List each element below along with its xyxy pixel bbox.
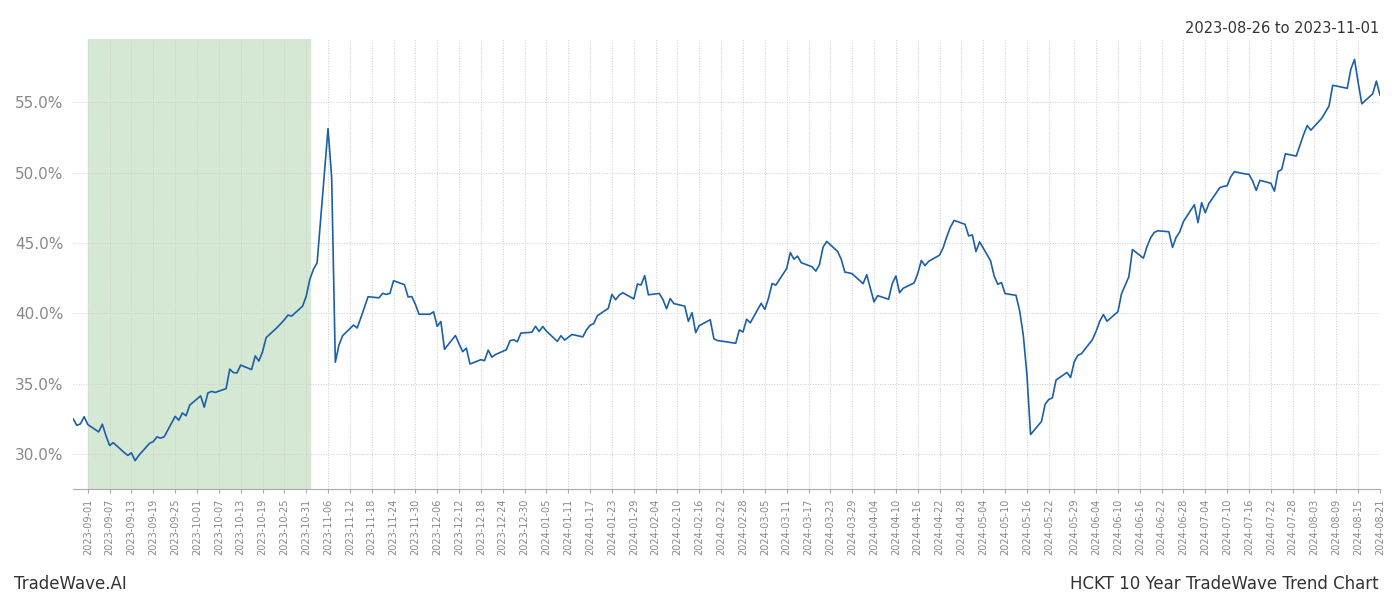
Text: HCKT 10 Year TradeWave Trend Chart: HCKT 10 Year TradeWave Trend Chart (1071, 575, 1379, 593)
Text: TradeWave.AI: TradeWave.AI (14, 575, 127, 593)
Text: 2023-08-26 to 2023-11-01: 2023-08-26 to 2023-11-01 (1184, 21, 1379, 36)
Bar (88, 39, 309, 490)
